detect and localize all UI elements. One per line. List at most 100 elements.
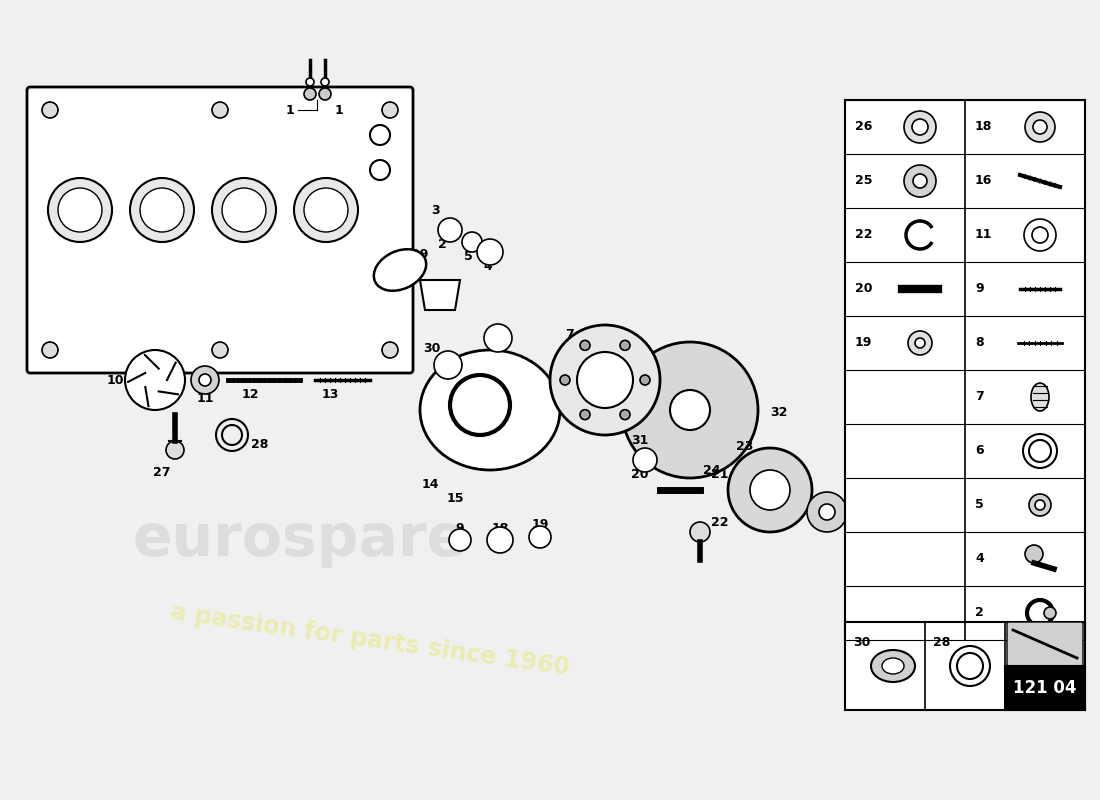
Polygon shape [420, 280, 460, 310]
Circle shape [370, 125, 390, 145]
Circle shape [130, 178, 194, 242]
Text: eurospare: eurospare [133, 511, 468, 569]
Circle shape [690, 522, 710, 542]
Circle shape [578, 352, 632, 408]
Text: 6: 6 [975, 445, 983, 458]
Circle shape [462, 232, 482, 252]
Circle shape [529, 526, 551, 548]
Circle shape [42, 102, 58, 118]
Circle shape [550, 325, 660, 435]
Circle shape [191, 366, 219, 394]
Text: 14: 14 [421, 478, 439, 491]
Circle shape [449, 529, 471, 551]
Circle shape [904, 165, 936, 197]
Circle shape [620, 410, 630, 420]
Circle shape [321, 78, 329, 86]
Circle shape [904, 111, 936, 143]
Text: 1: 1 [285, 103, 294, 117]
Circle shape [1032, 227, 1048, 243]
Circle shape [212, 178, 276, 242]
Text: 2: 2 [975, 606, 983, 619]
Text: 1: 1 [336, 103, 343, 117]
Text: 17: 17 [576, 409, 594, 422]
Circle shape [640, 375, 650, 385]
Text: 20: 20 [855, 282, 872, 295]
Text: 22: 22 [712, 515, 728, 529]
Text: 3: 3 [431, 203, 439, 217]
Text: 27: 27 [153, 466, 170, 478]
Text: a passion for parts since 1960: a passion for parts since 1960 [169, 600, 571, 680]
Ellipse shape [1031, 383, 1049, 411]
Ellipse shape [871, 650, 915, 682]
Circle shape [807, 492, 847, 532]
Circle shape [319, 88, 331, 100]
Circle shape [294, 178, 358, 242]
Text: 6: 6 [451, 378, 460, 391]
Text: 26: 26 [883, 523, 901, 537]
Bar [845, 622, 1085, 710]
Circle shape [166, 441, 184, 459]
Circle shape [382, 102, 398, 118]
Circle shape [621, 342, 758, 478]
FancyBboxPatch shape [1006, 622, 1084, 666]
Circle shape [48, 178, 112, 242]
Circle shape [199, 374, 211, 386]
Circle shape [913, 174, 927, 188]
Text: 8: 8 [975, 337, 983, 350]
Text: 4: 4 [975, 553, 983, 566]
Circle shape [125, 350, 185, 410]
Circle shape [304, 88, 316, 100]
Circle shape [580, 340, 590, 350]
Text: 5: 5 [975, 498, 983, 511]
Circle shape [728, 448, 812, 532]
Text: 30: 30 [424, 342, 441, 354]
Text: 2: 2 [438, 238, 447, 250]
Text: 5: 5 [463, 250, 472, 262]
Text: 18: 18 [492, 522, 508, 534]
Text: 24: 24 [703, 463, 720, 477]
Circle shape [304, 188, 348, 232]
Circle shape [477, 239, 503, 265]
Circle shape [222, 188, 266, 232]
Circle shape [1033, 120, 1047, 134]
Text: 32: 32 [770, 406, 788, 418]
Circle shape [912, 119, 928, 135]
Circle shape [1024, 219, 1056, 251]
Text: 9: 9 [455, 522, 464, 534]
Text: 7: 7 [565, 329, 574, 342]
Text: 19: 19 [855, 337, 872, 350]
Text: 9: 9 [471, 366, 480, 378]
Text: 12: 12 [241, 387, 258, 401]
Text: 29: 29 [411, 249, 429, 262]
Circle shape [915, 338, 925, 348]
FancyBboxPatch shape [28, 87, 412, 373]
Text: 26: 26 [855, 121, 872, 134]
Text: 22: 22 [855, 229, 872, 242]
Circle shape [1028, 494, 1050, 516]
Text: 31: 31 [631, 434, 649, 446]
Circle shape [1025, 112, 1055, 142]
Text: 25: 25 [855, 174, 872, 187]
Text: 10: 10 [107, 374, 123, 386]
Text: 7: 7 [975, 390, 983, 403]
Circle shape [750, 470, 790, 510]
Circle shape [820, 504, 835, 520]
Circle shape [487, 527, 513, 553]
Text: 11: 11 [196, 391, 213, 405]
Text: 18: 18 [975, 121, 992, 134]
Circle shape [580, 410, 590, 420]
Circle shape [306, 78, 313, 86]
Circle shape [670, 390, 710, 430]
Text: 28: 28 [251, 438, 268, 451]
Bar [845, 100, 1085, 640]
Text: 20: 20 [631, 469, 649, 482]
Text: 28: 28 [933, 635, 950, 649]
Text: 16: 16 [975, 174, 992, 187]
Circle shape [1035, 500, 1045, 510]
Ellipse shape [882, 658, 904, 674]
Text: 15: 15 [447, 491, 464, 505]
Circle shape [848, 501, 886, 539]
Text: 30: 30 [852, 635, 870, 649]
Circle shape [484, 324, 512, 352]
Text: 23: 23 [736, 439, 754, 453]
